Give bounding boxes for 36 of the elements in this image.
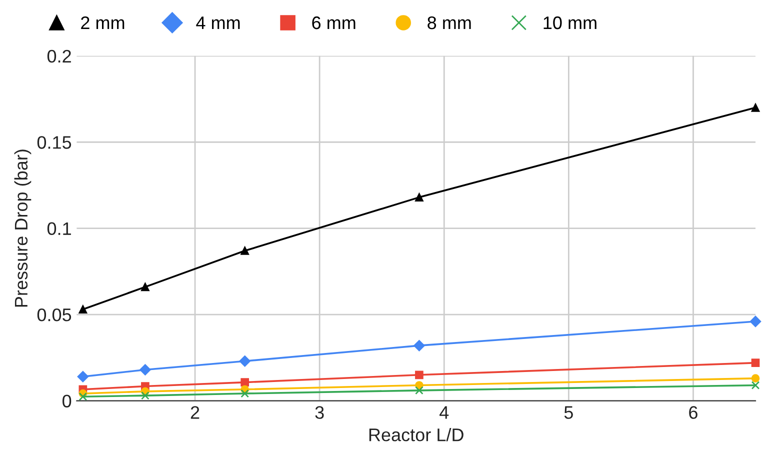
legend-label: 10 mm bbox=[544, 16, 596, 30]
point bbox=[240, 246, 250, 255]
y-tick-label: 0.15 bbox=[37, 136, 72, 149]
point bbox=[141, 391, 150, 400]
y-axis-title: Pressure Drop (bar) bbox=[14, 150, 32, 307]
x-tick-label: 5 bbox=[564, 406, 573, 419]
legend-label: 2 mm bbox=[81, 16, 124, 30]
point bbox=[751, 381, 760, 390]
x-tick-label: 6 bbox=[689, 406, 698, 419]
point bbox=[78, 392, 88, 401]
x-tick-label: 3 bbox=[315, 406, 324, 419]
point bbox=[415, 386, 424, 395]
point bbox=[751, 103, 760, 112]
x-tick-label: 2 bbox=[190, 406, 200, 419]
point bbox=[140, 364, 151, 376]
point bbox=[750, 316, 762, 328]
point bbox=[239, 355, 250, 367]
y-tick-label: 0.2 bbox=[47, 50, 71, 63]
y-tick-label: 0.05 bbox=[37, 308, 72, 322]
point bbox=[415, 193, 424, 202]
x-tick-label: 4 bbox=[440, 406, 449, 419]
y-tick-label: 0 bbox=[62, 394, 72, 408]
point bbox=[414, 340, 425, 352]
x-axis-title: Reactor L/D bbox=[369, 428, 464, 442]
point bbox=[415, 370, 424, 380]
point bbox=[240, 378, 250, 386]
point bbox=[77, 371, 89, 382]
point bbox=[78, 305, 88, 314]
legend-label: 6 mm bbox=[312, 16, 356, 30]
point bbox=[751, 358, 760, 367]
legend-label: 8 mm bbox=[428, 16, 471, 30]
point bbox=[141, 282, 150, 292]
y-tick-label: 0.1 bbox=[47, 222, 71, 236]
legend-label: 4 mm bbox=[196, 16, 240, 30]
point bbox=[240, 389, 250, 398]
point bbox=[751, 374, 760, 383]
